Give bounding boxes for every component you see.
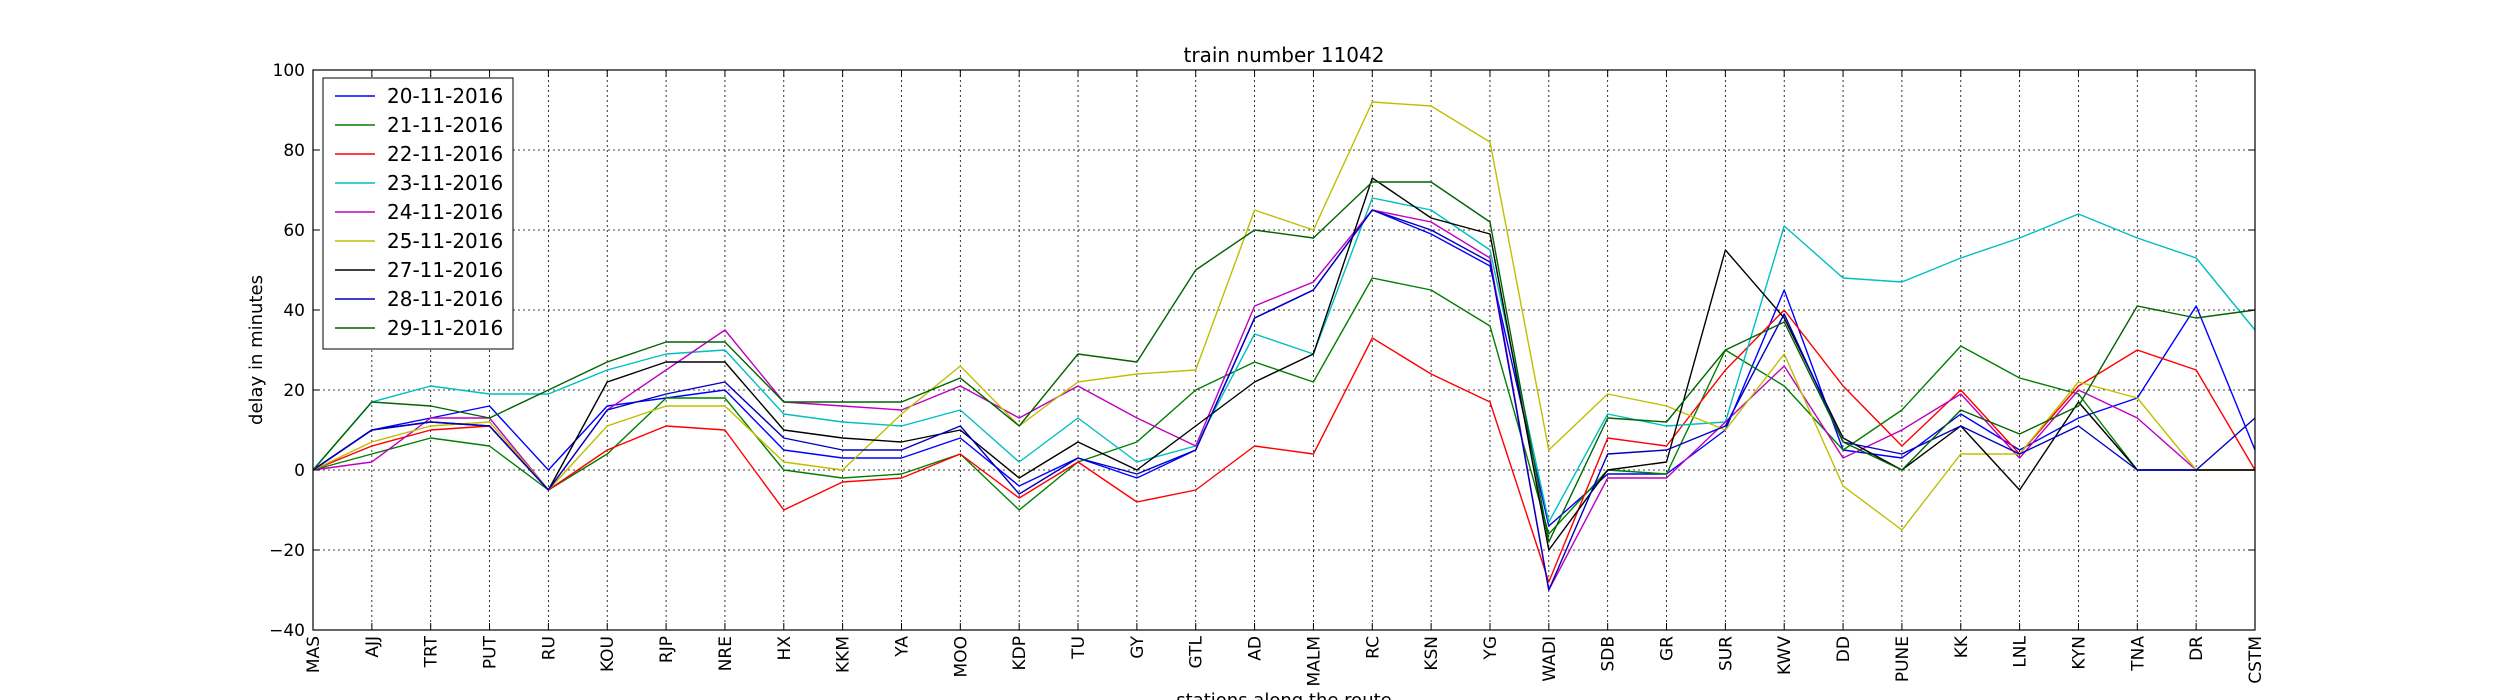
series-line bbox=[312, 177, 2255, 551]
y-tick-label: 100 bbox=[273, 61, 305, 81]
x-tick-label: WADI bbox=[1540, 636, 1560, 682]
x-tick-label: AD bbox=[1246, 636, 1266, 661]
series-line bbox=[312, 309, 2256, 583]
y-tick-label: −40 bbox=[269, 621, 305, 641]
legend-entry-label: 29-11-2016 bbox=[387, 316, 503, 340]
series-layer bbox=[312, 101, 2256, 591]
x-tick-label: KDP bbox=[1010, 636, 1030, 671]
x-tick-label: DD bbox=[1834, 636, 1854, 662]
x-tick-label: HX bbox=[775, 636, 795, 661]
y-tick-label: −20 bbox=[269, 541, 305, 561]
x-tick-label: GY bbox=[1128, 635, 1148, 658]
tick-layer: −40 −20 0 20 40 60 80 100 MAS AJJ TRT PUT RU KOU RJP NR… bbox=[269, 61, 2266, 686]
x-tick-label: RU bbox=[539, 636, 559, 660]
y-tick-label: 40 bbox=[283, 301, 305, 321]
x-tick-label: CSTM bbox=[2246, 636, 2266, 684]
legend-entry-label: 27-11-2016 bbox=[387, 258, 503, 282]
y-tick-label: 0 bbox=[294, 461, 305, 481]
legend-entry-label: 20-11-2016 bbox=[387, 84, 503, 108]
legend-entry-label: 24-11-2016 bbox=[387, 200, 503, 224]
x-tick-label: PUT bbox=[481, 635, 501, 669]
x-tick-label: RJP bbox=[657, 636, 677, 663]
x-axis-label: stations along the route bbox=[1176, 690, 1391, 700]
x-tick-label: KK bbox=[1952, 635, 1972, 658]
x-tick-label: PUNE bbox=[1893, 636, 1913, 682]
legend-entry-label: 25-11-2016 bbox=[387, 229, 503, 253]
x-tick-label: GR bbox=[1658, 636, 1678, 661]
x-tick-label: MALM bbox=[1304, 636, 1324, 686]
legend: 20-11-2016 21-11-2016 22-11-2016 23-11-2016… bbox=[322, 77, 514, 350]
legend-entry-label: 28-11-2016 bbox=[387, 287, 503, 311]
x-tick-label: AJJ bbox=[363, 636, 383, 658]
x-tick-label: TNA bbox=[2128, 636, 2148, 672]
series-line bbox=[312, 197, 2256, 523]
x-tick-label: TRT bbox=[422, 635, 442, 668]
x-tick-label: TU bbox=[1069, 636, 1089, 660]
x-tick-label: KSN bbox=[1422, 636, 1442, 671]
x-tick-label: MOO bbox=[951, 636, 971, 677]
series-line bbox=[312, 277, 2255, 535]
chart-title: train number 11042 bbox=[1184, 43, 1385, 67]
y-tick-label: 20 bbox=[283, 381, 305, 401]
x-tick-label: KKM bbox=[834, 636, 854, 673]
x-tick-label: KOU bbox=[598, 636, 618, 672]
series-line bbox=[312, 209, 2255, 591]
x-tick-label: GTL bbox=[1187, 635, 1207, 668]
legend-box bbox=[322, 77, 514, 350]
x-tick-label: KWV bbox=[1775, 636, 1795, 675]
x-tick-label: DR bbox=[2187, 636, 2207, 661]
y-tick-label: 80 bbox=[283, 141, 305, 161]
x-tick-label: YG bbox=[1481, 636, 1501, 661]
x-tick-label: YA bbox=[892, 636, 912, 658]
y-axis-label: delay in minutes bbox=[246, 275, 267, 425]
x-tick-label: KYN bbox=[2069, 636, 2089, 670]
x-tick-label: SUR bbox=[1716, 636, 1736, 671]
x-tick-label: SDB bbox=[1599, 636, 1619, 672]
x-tick-label: NRE bbox=[716, 636, 736, 671]
legend-entry-label: 21-11-2016 bbox=[387, 113, 503, 137]
x-tick-label: RC bbox=[1363, 636, 1383, 659]
grid-layer bbox=[312, 69, 2256, 631]
legend-entry-label: 23-11-2016 bbox=[387, 171, 503, 195]
plot-frame bbox=[312, 69, 2256, 631]
x-tick-label: LNL bbox=[2011, 635, 2031, 667]
series-line bbox=[312, 101, 2255, 531]
legend-entry-label: 22-11-2016 bbox=[387, 142, 503, 166]
series-line bbox=[312, 209, 2256, 591]
x-tick-label: MAS bbox=[304, 636, 324, 673]
y-tick-label: 60 bbox=[283, 221, 305, 241]
series-line bbox=[312, 181, 2256, 543]
